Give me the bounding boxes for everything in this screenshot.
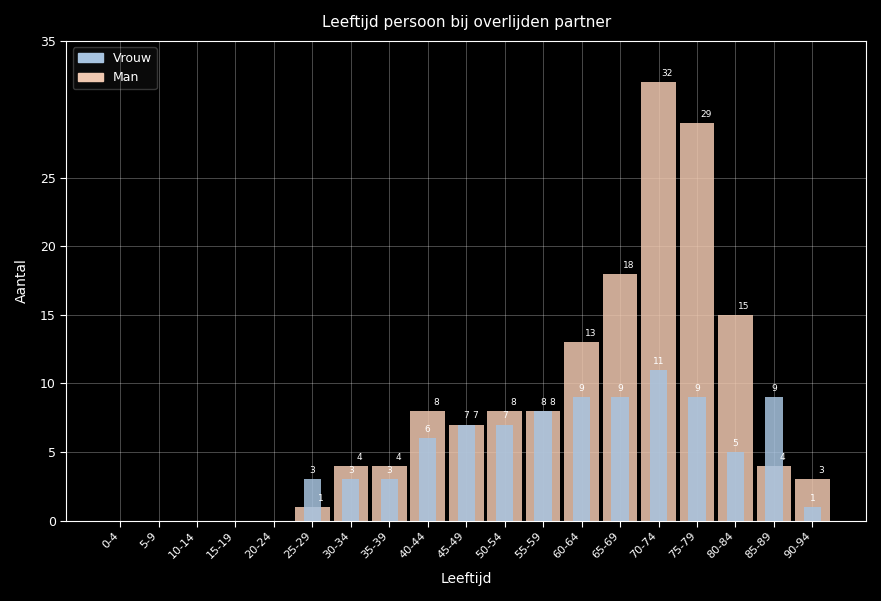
Text: 1: 1 (318, 493, 324, 502)
Bar (795, 480, 830, 520)
Bar (411, 411, 445, 520)
Text: 8: 8 (510, 398, 516, 407)
Text: 6: 6 (425, 425, 431, 434)
Bar (304, 480, 321, 520)
Text: 1: 1 (810, 493, 815, 502)
Bar (457, 424, 475, 520)
Text: 3: 3 (348, 466, 353, 475)
Text: 3: 3 (818, 466, 824, 475)
Legend: Vrouw, Man: Vrouw, Man (72, 47, 157, 90)
Text: 8: 8 (549, 398, 555, 407)
Text: 32: 32 (662, 69, 673, 78)
Text: 9: 9 (694, 384, 700, 393)
Text: 5: 5 (732, 439, 738, 448)
Text: 29: 29 (700, 110, 711, 119)
Bar (573, 397, 590, 520)
Text: 8: 8 (540, 398, 546, 407)
Bar (496, 424, 514, 520)
Text: 4: 4 (780, 453, 785, 462)
Bar (727, 452, 744, 520)
Bar (535, 411, 552, 520)
Bar (449, 424, 484, 520)
Text: 4: 4 (395, 453, 401, 462)
Bar (611, 397, 629, 520)
Bar (688, 397, 706, 520)
Text: 9: 9 (579, 384, 584, 393)
Text: 18: 18 (623, 261, 634, 270)
Bar (295, 507, 329, 520)
Bar (342, 480, 359, 520)
Bar (526, 411, 560, 520)
Bar (372, 466, 407, 520)
Text: 4: 4 (357, 453, 362, 462)
Text: 9: 9 (771, 384, 777, 393)
Title: Leeftijd persoon bij overlijden partner: Leeftijd persoon bij overlijden partner (322, 15, 611, 30)
Bar (803, 507, 821, 520)
Bar (650, 370, 667, 520)
Y-axis label: Aantal: Aantal (15, 258, 29, 303)
Bar (564, 343, 599, 520)
Bar (334, 466, 368, 520)
Bar (603, 274, 637, 520)
Text: 11: 11 (653, 356, 664, 365)
Text: 13: 13 (584, 329, 596, 338)
Text: 3: 3 (387, 466, 392, 475)
Bar (641, 82, 676, 520)
Bar (718, 315, 752, 520)
X-axis label: Leeftijd: Leeftijd (440, 572, 492, 586)
Bar (766, 397, 782, 520)
Bar (757, 466, 791, 520)
Bar (679, 123, 714, 520)
Text: 8: 8 (433, 398, 440, 407)
Text: 7: 7 (502, 412, 507, 421)
Bar (381, 480, 398, 520)
Text: 9: 9 (618, 384, 623, 393)
Text: 3: 3 (309, 466, 315, 475)
Text: 7: 7 (463, 412, 469, 421)
Text: 7: 7 (472, 412, 478, 421)
Bar (487, 411, 522, 520)
Bar (419, 438, 436, 520)
Text: 15: 15 (738, 302, 750, 311)
